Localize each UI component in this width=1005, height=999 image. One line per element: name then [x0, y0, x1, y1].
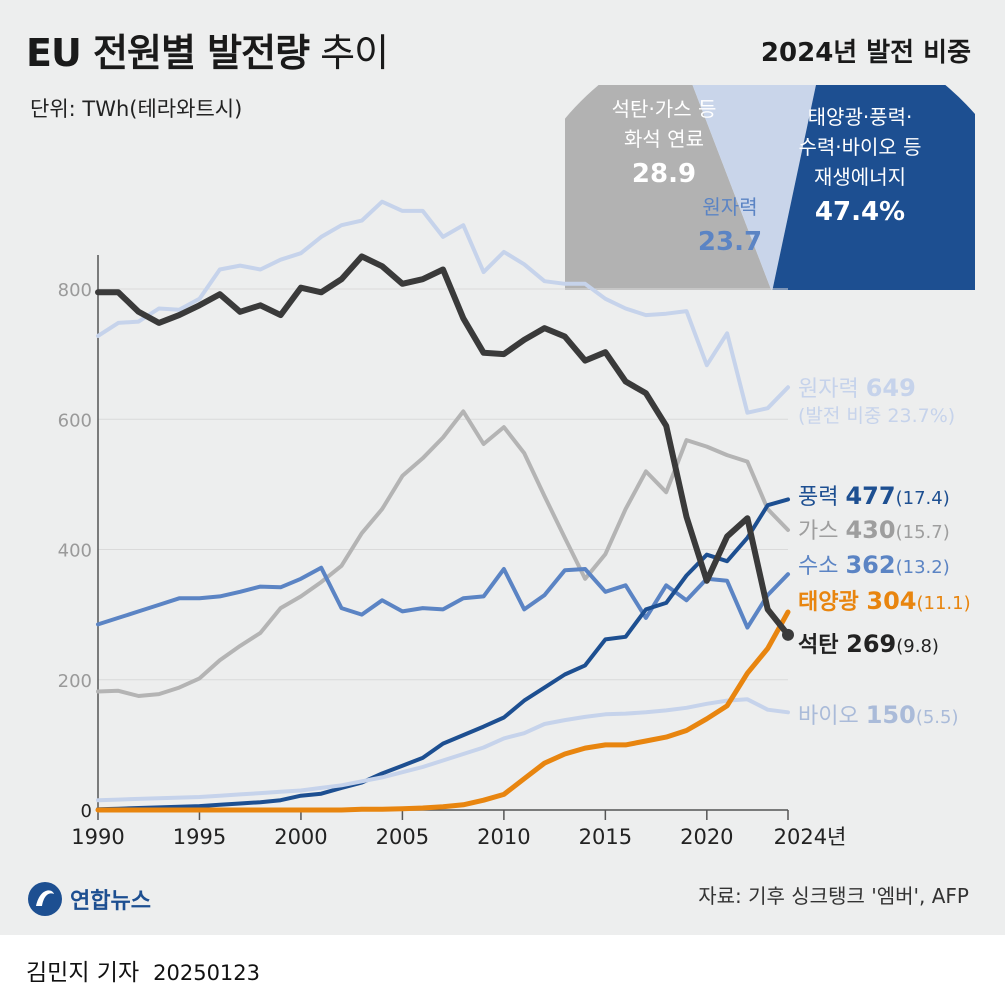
series-label-태양광: 태양광 304(11.1): [798, 587, 971, 615]
series-share: (9.8): [896, 636, 939, 657]
source-note: 자료: 기후 싱크탱크 '엠버', AFP: [698, 884, 969, 908]
series-label-수소: 수소 362(13.2): [798, 551, 950, 579]
series-name: 바이오: [798, 704, 866, 729]
logo-text: 연합뉴스: [70, 889, 151, 914]
series-name: 풍력: [798, 485, 845, 510]
x-tick-label: 2015: [579, 825, 632, 849]
y-tick-label: 0: [81, 801, 92, 822]
series-share: (5.5): [916, 707, 959, 728]
yonhap-logo-icon: [28, 882, 62, 916]
series-line-바이오: [96, 697, 790, 803]
pie-value-2: 47.4%: [815, 197, 905, 227]
coal-end-point: [782, 628, 794, 641]
series-label-가스: 가스 430(15.7): [798, 516, 950, 544]
y-tick-label: 200: [58, 671, 92, 692]
pie-wedges: [565, 85, 975, 290]
chart-card: EU 전원별 발전량 추이 단위: TWh(테라와트시) 2024년 발전 비중…: [0, 0, 1005, 935]
x-tick-label: 2000: [274, 825, 327, 849]
series-line-석탄: [95, 253, 791, 638]
x-tick-label: 2005: [376, 825, 429, 849]
series-label-석탄: 석탄 269(9.8): [798, 630, 939, 658]
x-tick-label: 2020: [680, 825, 733, 849]
series-label-원자력: 원자력 649: [798, 374, 916, 402]
pie-label-2: 수력·바이오 등: [798, 135, 921, 159]
x-tick-label: 1995: [173, 825, 226, 849]
pie-slice-1: [692, 85, 816, 290]
series-name: 태양광: [798, 590, 866, 615]
series-name: 석탄: [798, 633, 846, 658]
series-line-수소: [96, 565, 790, 630]
title-bold: EU 전원별 발전량: [26, 31, 310, 75]
x-tick-label: 2024년: [774, 825, 847, 849]
pie-label-0: 화석 연료: [624, 127, 704, 151]
y-tick-label: 400: [58, 541, 92, 562]
series-name: 수소: [798, 554, 845, 579]
page-title: EU 전원별 발전량 추이: [26, 22, 389, 77]
series-name: 원자력: [798, 377, 866, 402]
byline-date: 20250123: [153, 961, 261, 985]
unit-label: 단위: TWh(테라와트시): [30, 97, 243, 121]
chart-series: [95, 199, 794, 813]
series-share: (13.2): [896, 557, 950, 578]
series-share: (17.4): [896, 488, 950, 509]
series-value: 649: [866, 374, 916, 402]
series-share: (15.7): [896, 522, 950, 543]
x-tick-label: 1990: [71, 825, 124, 849]
y-tick-label: 800: [58, 280, 92, 301]
pie-label-2: 태양광·풍력·: [808, 105, 913, 129]
pie-value-1: 23.7: [698, 227, 762, 257]
series-line-풍력: [96, 497, 790, 812]
series-name: 가스: [798, 519, 845, 544]
series-line-원자력: [96, 199, 790, 415]
series-value: 269: [846, 630, 896, 658]
series-label-풍력: 풍력 477(17.4): [798, 482, 950, 510]
share-title: 2024년 발전 비중: [760, 38, 971, 68]
chart-grid: 0 200 400 600 800 1990 1995 2000 2005 2010 2015 202…: [58, 255, 847, 849]
y-tick-label: 600: [58, 410, 92, 431]
series-label-바이오: 바이오 150(5.5): [798, 701, 959, 729]
pie-slice-0: [565, 85, 772, 290]
series-value: 362: [845, 551, 895, 579]
pie-value-0: 28.9: [632, 159, 696, 189]
pie-slice-2: [772, 85, 975, 290]
series-share-원자력: (발전 비중 23.7%): [798, 405, 955, 427]
logo: 연합뉴스: [26, 880, 151, 918]
series-line-가스: [96, 409, 790, 698]
pie-label-2: 재생에너지: [814, 165, 906, 189]
series-value: 477: [845, 482, 895, 510]
title-light: 추이: [309, 31, 389, 75]
pie-label-1: 원자력: [702, 195, 757, 219]
series-value: 430: [845, 516, 895, 544]
author: 김민지 기자: [26, 960, 140, 986]
series-line-태양광: [95, 609, 791, 813]
chart-labels: 원자력 649(발전 비중 23.7%)가스 430(15.7)수소 362(1…: [798, 374, 971, 729]
series-share: (11.1): [917, 593, 971, 614]
byline: 김민지 기자 20250123: [26, 953, 260, 987]
series-value: 304: [866, 587, 916, 615]
pie-label-0: 석탄·가스 등: [612, 97, 717, 121]
series-value: 150: [866, 701, 916, 729]
x-tick-label: 2010: [477, 825, 530, 849]
